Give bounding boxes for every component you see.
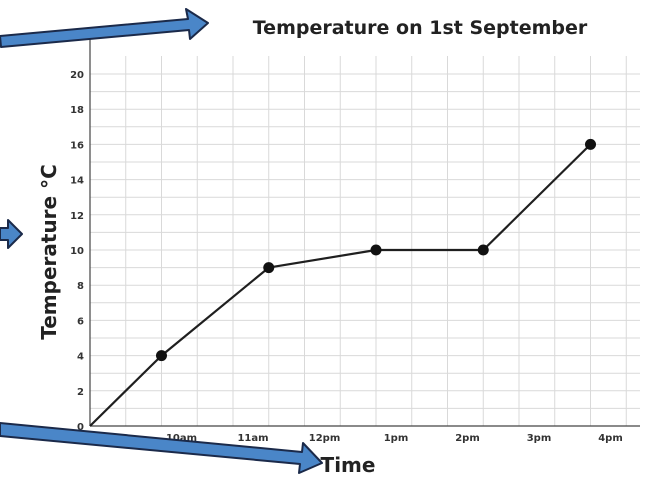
series [89, 138, 596, 427]
x-tick-label: 11am [237, 433, 268, 444]
y-tick-label: 6 [77, 316, 84, 327]
x-tick-label: 3pm [527, 433, 552, 444]
x-tick-label: 4pm [598, 433, 623, 444]
x-tick-label: 12pm [309, 433, 341, 444]
axes [89, 36, 640, 427]
y-tick-label: 0 [77, 422, 84, 433]
y-tick-label: 8 [77, 281, 84, 292]
series-line [89, 143, 592, 427]
data-point [585, 138, 596, 150]
x-tick-label: 10am [166, 433, 197, 444]
y-tick-label: 4 [77, 352, 84, 363]
data-point [156, 350, 167, 362]
data-point [263, 262, 275, 274]
y-tick-label: 10 [70, 246, 84, 257]
x-tick-label: 2pm [455, 433, 480, 444]
y-tick-label: 12 [70, 211, 84, 222]
y-axis-title: Temperature °C [37, 164, 61, 340]
x-axis-title: Time [321, 453, 376, 477]
y-tick-label: 20 [70, 70, 84, 81]
x-tick-label: 1pm [384, 433, 409, 444]
y-axis-ticks: 0 2 4 6 8 10 12 14 16 18 20 [70, 70, 84, 433]
grid [90, 56, 640, 427]
y-tick-label: 2 [77, 387, 84, 398]
annotation-arrows [0, 8, 323, 474]
data-point [477, 244, 489, 256]
y-tick-label: 16 [70, 140, 84, 151]
chart-title: Temperature on 1st September [253, 17, 588, 39]
data-point [370, 244, 382, 256]
y-tick-label: 14 [70, 176, 84, 187]
arrow-to-title-icon [0, 8, 209, 48]
y-tick-label: 18 [70, 105, 84, 116]
arrow-to-y-axis-icon [0, 219, 23, 249]
arrow-to-x-axis-icon [0, 422, 323, 474]
